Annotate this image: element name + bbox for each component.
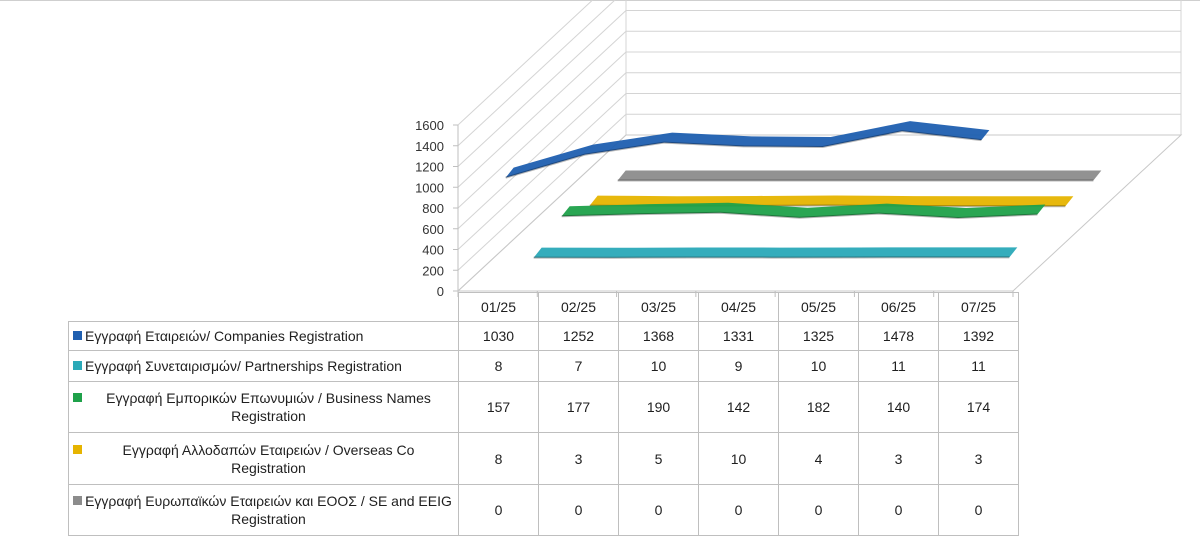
- y-tick-label: 200: [422, 263, 444, 278]
- side-wall-gridline: [457, 93, 627, 250]
- side-wall-gridline: [457, 10, 627, 167]
- y-tick-label: 1200: [415, 160, 444, 175]
- data-cell: 177: [538, 381, 619, 433]
- series-ribbon-face: [617, 170, 1102, 181]
- category-label: 04/25: [698, 292, 779, 322]
- data-cell: 1331: [698, 321, 779, 351]
- data-cell: 8: [458, 432, 539, 485]
- data-cell: 3: [538, 432, 619, 485]
- y-tick-label: 1600: [415, 118, 444, 133]
- table-corner: [68, 292, 459, 322]
- data-cell: 4: [778, 432, 859, 485]
- data-cell: 0: [778, 484, 859, 536]
- legend-key-companies: [73, 331, 82, 340]
- series-ribbon-face: [533, 247, 1018, 258]
- data-cell: 190: [618, 381, 699, 433]
- legend-key-partnerships: [73, 361, 82, 370]
- series-ribbons: [505, 121, 1102, 259]
- category-label: 03/25: [618, 292, 699, 322]
- side-wall-gridline: [457, 0, 616, 147]
- series-name: Εγγραφή Εταιρειών/ Companies Registratio…: [85, 328, 364, 344]
- data-cell: 1325: [778, 321, 859, 351]
- series-ribbon-edge: [505, 130, 982, 179]
- chart-gridlines: [453, 0, 1183, 297]
- chart-data-table: 01/25 02/25 03/25 04/25 05/25 06/25 07/2…: [68, 292, 1019, 536]
- data-cell: 182: [778, 381, 859, 433]
- data-cell: 1252: [538, 321, 619, 351]
- series-ribbon-edge: [561, 211, 1038, 219]
- series-name: Εγγραφή Ευρωπαϊκών Εταιρειών και ΕΟΟΣ / …: [85, 493, 452, 527]
- category-label: 02/25: [538, 292, 619, 322]
- data-cell: 8: [458, 350, 539, 382]
- series-name: Εγγραφή Αλλοδαπών Εταιρειών / Overseas C…: [122, 441, 415, 476]
- legend-key-se-eeig: [73, 496, 82, 505]
- side-wall-gridline: [457, 72, 627, 230]
- chart-floor: [456, 134, 1183, 292]
- series-label-partnerships: Εγγραφή Συνεταιρισμών/ Partnerships Regi…: [68, 350, 459, 382]
- category-label: 01/25: [458, 292, 539, 322]
- table-row: Εγγραφή Ευρωπαϊκών Εταιρειών και ΕΟΟΣ / …: [68, 484, 1019, 536]
- y-tick-label: 800: [422, 201, 444, 216]
- data-cell: 0: [938, 484, 1019, 536]
- series-ribbon: [533, 247, 1018, 259]
- side-wall-gridline: [457, 0, 594, 126]
- data-cell: 1478: [858, 321, 939, 351]
- category-label: 06/25: [858, 292, 939, 322]
- side-wall-gridline: [457, 30, 627, 188]
- series-ribbon: [505, 121, 990, 179]
- y-tick-label: 600: [422, 222, 444, 237]
- series-ribbon-face: [561, 202, 1046, 218]
- series-label-business-names: Εγγραφή Εμπορικών Επωνυμιών / Business N…: [68, 381, 459, 433]
- data-cell: 142: [698, 381, 779, 433]
- data-cell: 11: [858, 350, 939, 382]
- series-ribbon: [617, 170, 1102, 182]
- data-cell: 7: [538, 350, 619, 382]
- data-cell: 3: [938, 432, 1019, 485]
- table-row: Εγγραφή Αλλοδαπών Εταιρειών / Overseas C…: [68, 432, 1019, 485]
- data-cell: 0: [458, 484, 539, 536]
- data-cell: 1030: [458, 321, 539, 351]
- series-ribbon: [561, 202, 1046, 219]
- side-wall-gridline: [457, 51, 627, 209]
- series-name: Εγγραφή Συνεταιρισμών/ Partnerships Regi…: [85, 358, 402, 374]
- data-cell: 0: [698, 484, 779, 536]
- y-tick-label: 0: [437, 284, 444, 299]
- data-cell: 1368: [618, 321, 699, 351]
- legend-key-overseas: [73, 444, 82, 454]
- category-label: 07/25: [938, 292, 1019, 322]
- table-row: Εγγραφή Συνεταιρισμών/ Partnerships Regi…: [68, 350, 1019, 382]
- data-cell: 174: [938, 381, 1019, 433]
- data-cell: 0: [618, 484, 699, 536]
- data-cell: 0: [538, 484, 619, 536]
- series-label-companies: Εγγραφή Εταιρειών/ Companies Registratio…: [68, 321, 459, 351]
- y-axis-ticks: 0 200 400 600 800 1000 1200 1400 1600: [415, 118, 444, 299]
- data-cell: 11: [938, 350, 1019, 382]
- category-label: 05/25: [778, 292, 859, 322]
- table-row: Εγγραφή Εταιρειών/ Companies Registratio…: [68, 321, 1019, 351]
- data-cell: 0: [858, 484, 939, 536]
- series-ribbon-face: [505, 121, 990, 178]
- y-tick-label: 400: [422, 243, 444, 258]
- series-label-se-eeig: Εγγραφή Ευρωπαϊκών Εταιρειών και ΕΟΟΣ / …: [68, 484, 459, 536]
- data-cell: 10: [618, 350, 699, 382]
- y-tick-label: 1000: [415, 180, 444, 195]
- series-name: Εγγραφή Εμπορικών Επωνυμιών / Business N…: [106, 390, 431, 424]
- y-tick-label: 1400: [415, 139, 444, 154]
- data-cell: 9: [698, 350, 779, 382]
- data-cell: 10: [698, 432, 779, 485]
- data-cell: 1392: [938, 321, 1019, 351]
- side-wall-gridline: [457, 113, 627, 271]
- data-cell: 10: [778, 350, 859, 382]
- series-label-overseas: Εγγραφή Αλλοδαπών Εταιρειών / Overseas C…: [68, 432, 459, 485]
- data-cell: 3: [858, 432, 939, 485]
- table-row: Εγγραφή Εμπορικών Επωνυμιών / Business N…: [68, 381, 1019, 433]
- data-cell: 157: [458, 381, 539, 433]
- top-divider: [0, 0, 1200, 1]
- data-cell: 5: [618, 432, 699, 485]
- data-cell: 140: [858, 381, 939, 433]
- chart-plot: 0 200 400 600 800 1000 1200 1400 1600: [415, 0, 1183, 299]
- legend-key-business-names: [73, 393, 82, 402]
